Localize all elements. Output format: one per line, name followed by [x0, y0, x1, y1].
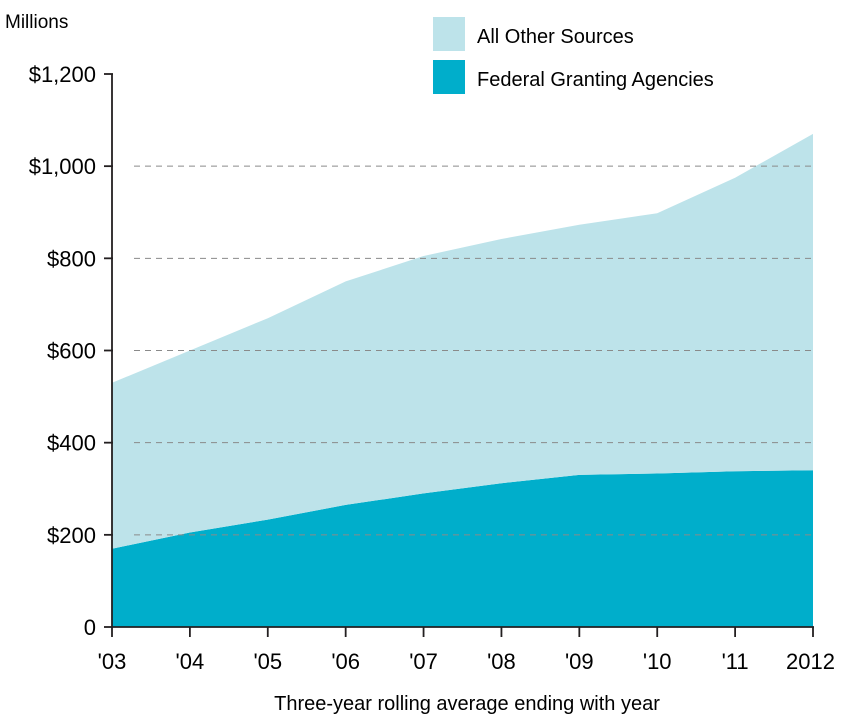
y-tick-labels: 0 $200 $400 $600 $800 $1,000 $1,200 [29, 62, 96, 640]
legend-swatch-all-other-sources [433, 17, 465, 51]
legend: All Other Sources Federal Granting Agenc… [433, 17, 714, 94]
y-tick-label: $1,200 [29, 62, 96, 87]
y-tick-label: $800 [47, 246, 96, 271]
legend-label-all-other-sources: All Other Sources [477, 26, 634, 48]
y-tick-label: $1,000 [29, 154, 96, 179]
x-tick-label: '03 [98, 649, 127, 674]
x-tick-label: '11 [722, 649, 749, 674]
y-tick-label: $200 [47, 523, 96, 548]
x-tick-labels: '03 '04 '05 '06 '07 '08 '09 '10 '11 2012 [98, 649, 835, 674]
x-tick-label: 2012 [786, 649, 835, 674]
chart-areas [112, 134, 813, 627]
x-tick-label: '10 [643, 649, 672, 674]
x-tick-label: '07 [409, 649, 438, 674]
x-tick-label: '06 [331, 649, 360, 674]
y-tick-label: $400 [47, 431, 96, 456]
y-unit-label: Millions [5, 12, 68, 33]
x-tick-label: '09 [565, 649, 594, 674]
x-tick-label: '08 [487, 649, 516, 674]
y-tick-label: 0 [84, 615, 96, 640]
y-tick-label: $600 [47, 339, 96, 364]
legend-label-federal-granting-agencies: Federal Granting Agencies [477, 69, 714, 91]
x-tick-label: '05 [253, 649, 282, 674]
x-tick-label: '04 [176, 649, 205, 674]
x-axis-title: Three-year rolling average ending with y… [274, 693, 660, 715]
legend-swatch-federal-granting-agencies [433, 60, 465, 94]
